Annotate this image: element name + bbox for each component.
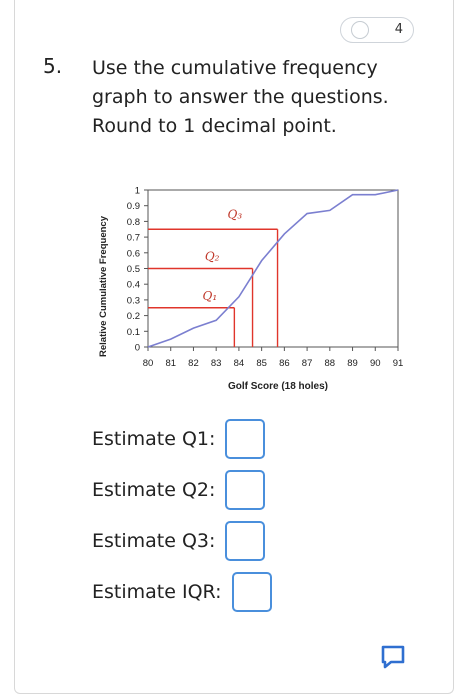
handwritten-q2-label: Q₂ — [205, 250, 220, 264]
question-line: Round to 1 decimal point. — [92, 115, 337, 137]
y-tick-label: 0.9 — [127, 201, 140, 212]
estimate-iqr-input[interactable] — [231, 572, 272, 612]
y-tick-label: 0.7 — [127, 233, 140, 244]
x-tick-label: 83 — [211, 358, 222, 369]
y-axis-label: Relative Cumulative Frequency — [98, 215, 109, 357]
estimate-q2-row: Estimate Q2: — [92, 470, 266, 510]
y-tick-label: 0.8 — [127, 217, 140, 228]
estimate-q1-input[interactable] — [225, 419, 266, 459]
x-tick-label: 90 — [370, 358, 381, 369]
y-tick-label: 0.3 — [127, 295, 140, 306]
x-tick-label: 80 — [143, 358, 154, 369]
points-value: 4 — [394, 22, 403, 37]
x-axis-label: Golf Score (18 holes) — [228, 381, 328, 392]
estimate-q3-row: Estimate Q3: — [92, 521, 266, 561]
points-badge: 4 — [340, 17, 414, 43]
cumulative-frequency-chart: 0 0.1 0.2 0.3 0.4 0.5 0.6 0.7 0.8 0.9 1 80 81 82 83 84 8… — [98, 186, 404, 393]
y-tick-label: 0.5 — [127, 264, 140, 275]
x-tick-label: 84 — [234, 358, 245, 369]
x-tick-label: 86 — [279, 358, 290, 369]
question-line: Use the cumulative frequency — [92, 57, 378, 79]
estimate-q1-row: Estimate Q1: — [92, 419, 266, 459]
question-line: graph to answer the questions. — [92, 86, 389, 108]
y-tick-label: 0.6 — [127, 248, 140, 259]
x-tick-label: 85 — [256, 358, 267, 369]
estimate-q3-input[interactable] — [225, 521, 266, 561]
x-tick-label: 81 — [165, 358, 176, 369]
y-tick-label: 0.2 — [127, 311, 140, 322]
x-tick-label: 82 — [188, 358, 199, 369]
handwritten-q1-label: Q₁ — [203, 289, 218, 303]
y-tick-label: 0.4 — [127, 280, 140, 291]
estimate-q3-label: Estimate Q3: — [92, 530, 216, 552]
comment-icon[interactable] — [380, 645, 406, 669]
estimate-q2-input[interactable] — [225, 470, 266, 510]
x-tick-label: 91 — [393, 358, 404, 369]
x-tick-label: 87 — [302, 358, 313, 369]
y-tick-label: 0 — [135, 343, 140, 354]
question-card — [14, 0, 454, 694]
progress-ring-icon — [351, 21, 369, 39]
estimate-iqr-row: Estimate IQR: — [92, 572, 272, 612]
y-tick-label: 0.1 — [127, 327, 140, 338]
x-tick-label: 89 — [347, 358, 358, 369]
cumulative-frequency-line — [147, 189, 399, 348]
x-tick-label: 88 — [325, 358, 336, 369]
question-text: Use the cumulative frequency graph to an… — [92, 54, 392, 141]
question-number: 5. — [43, 54, 63, 78]
y-tick-label: 1 — [135, 186, 140, 197]
handwritten-q3-label: Q₃ — [228, 207, 243, 221]
estimate-q1-label: Estimate Q1: — [92, 428, 216, 450]
estimate-iqr-label: Estimate IQR: — [92, 581, 222, 603]
estimate-q2-label: Estimate Q2: — [92, 479, 216, 501]
